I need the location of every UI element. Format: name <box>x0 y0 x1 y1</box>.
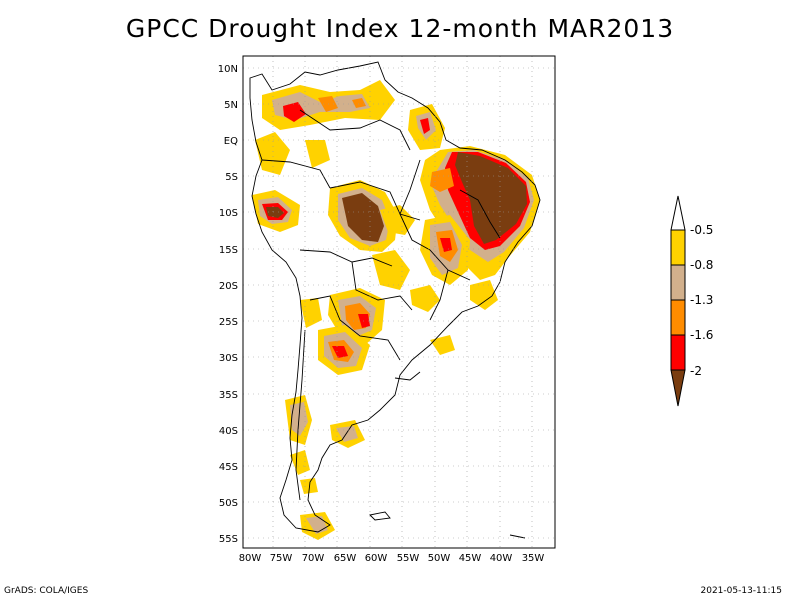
lat-label: 15S <box>219 245 238 256</box>
lon-label: 35W <box>522 553 545 564</box>
lat-label: 40S <box>219 426 238 437</box>
lat-axis: 10N 5N EQ 5S 10S 15S 20S 25S 30S 35S 40S… <box>218 64 238 545</box>
colorbar-label: -0.5 <box>690 223 713 237</box>
region-ne-brazil <box>420 146 540 280</box>
colorbar-swatch <box>670 334 686 371</box>
region-central <box>372 205 498 310</box>
render-timestamp: 2021-05-13-11:15 <box>700 586 783 596</box>
lon-label: 45W <box>459 553 482 564</box>
lat-label: EQ <box>224 136 238 147</box>
lon-label: 65W <box>334 553 357 564</box>
lon-label: 40W <box>490 553 513 564</box>
colorbar-bottom-arrow <box>670 369 686 407</box>
map-frame <box>242 55 556 549</box>
lat-label: 50S <box>219 498 238 509</box>
colorbar-label: -1.6 <box>690 328 713 342</box>
lat-label: 30S <box>219 353 238 364</box>
colorbar-swatch <box>670 299 686 336</box>
colorbar-swatch <box>670 264 686 301</box>
region-north <box>255 80 445 175</box>
lat-label: 25S <box>219 317 238 328</box>
graticule <box>243 56 555 548</box>
lat-label: 10N <box>218 64 238 75</box>
coastline <box>249 61 541 539</box>
lat-label: 55S <box>219 534 238 545</box>
colorbar-swatch <box>670 229 686 266</box>
lon-label: 70W <box>302 553 325 564</box>
lon-label: 80W <box>239 553 262 564</box>
lat-label: 20S <box>219 281 238 292</box>
colorbar-top-arrow <box>670 195 686 231</box>
lat-label: 5N <box>224 100 238 111</box>
lat-label: 10S <box>219 208 238 219</box>
drought-shading <box>252 80 540 540</box>
lat-label: 45S <box>219 462 238 473</box>
region-paraguay <box>300 285 455 375</box>
grads-credit: GrADS: COLA/IGES <box>4 586 89 596</box>
lat-label: 5S <box>225 172 238 183</box>
region-bolivia <box>328 180 398 252</box>
colorbar-label: -1.3 <box>690 293 713 307</box>
lon-axis: 80W 75W 70W 65W 60W 55W 50W 45W 40W 35W <box>239 553 545 564</box>
lon-label: 75W <box>270 553 293 564</box>
colorbar: -0.5 -0.8 -1.3 -1.6 -2 <box>670 195 713 407</box>
colorbar-label: -0.8 <box>690 258 713 272</box>
map-title: GPCC Drought Index 12-month MAR2013 <box>125 14 675 43</box>
lon-label: 55W <box>397 553 420 564</box>
colorbar-label: -2 <box>690 364 702 378</box>
region-patagonia <box>285 395 365 540</box>
region-peru <box>252 190 300 232</box>
lon-label: 50W <box>428 553 451 564</box>
lon-label: 60W <box>365 553 388 564</box>
lat-label: 35S <box>219 390 238 401</box>
